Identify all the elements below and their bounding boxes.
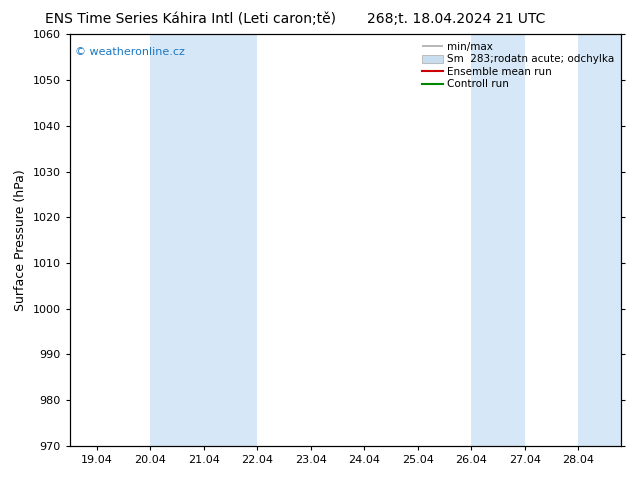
Bar	[578, 34, 621, 446]
Y-axis label: Surface Pressure (hPa): Surface Pressure (hPa)	[14, 169, 27, 311]
Text: 268;t. 18.04.2024 21 UTC: 268;t. 18.04.2024 21 UTC	[367, 12, 546, 26]
Text: ENS Time Series Káhira Intl (Leti caron;tě): ENS Time Series Káhira Intl (Leti caron;…	[45, 12, 335, 26]
Text: © weatheronline.cz: © weatheronline.cz	[75, 47, 185, 57]
Legend: min/max, Sm  283;rodatn acute; odchylka, Ensemble mean run, Controll run: min/max, Sm 283;rodatn acute; odchylka, …	[418, 37, 618, 94]
Bar	[204, 34, 257, 446]
Bar	[150, 34, 204, 446]
Bar	[471, 34, 525, 446]
